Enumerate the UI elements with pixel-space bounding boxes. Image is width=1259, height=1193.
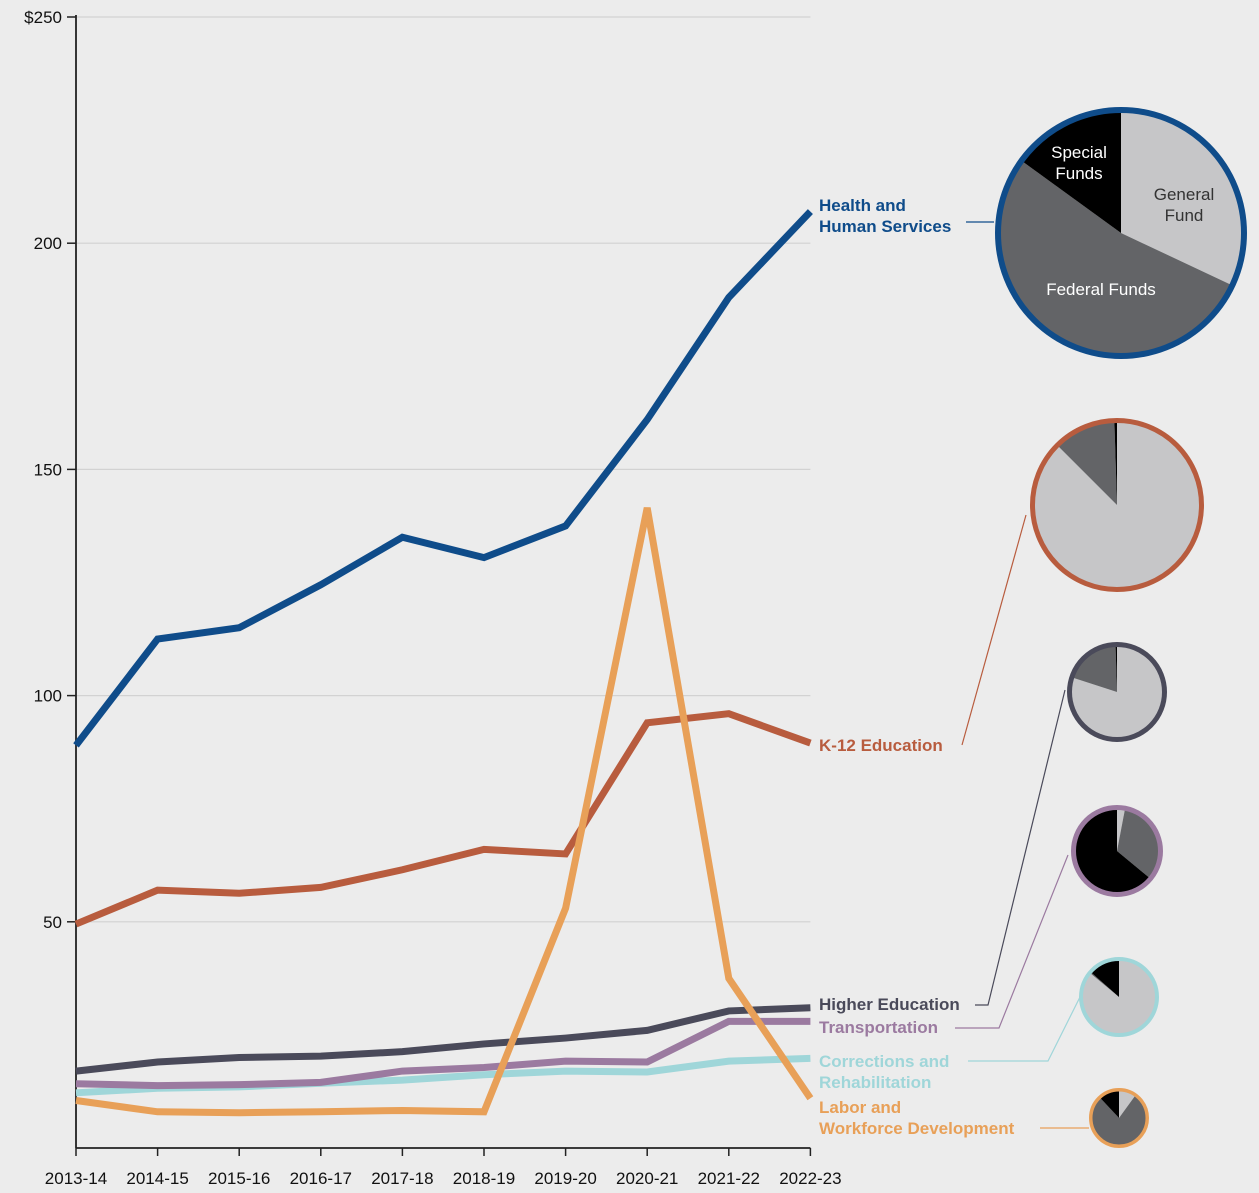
- series-label-3: Transportation: [819, 1018, 938, 1037]
- series-line-0: [73, 209, 813, 748]
- series-label-line: Rehabilitation: [819, 1073, 931, 1092]
- pie-border: [1079, 957, 1159, 1037]
- pie-0: Special Funds General Fund Federal Funds: [995, 107, 1247, 359]
- pie-border: [1067, 642, 1167, 742]
- pie-slice-general-fund: [1080, 959, 1157, 1035]
- series-label-1: K-12 Education: [819, 736, 943, 755]
- series-label-line: Human Services: [819, 217, 951, 236]
- x-tick-label: 2013-14: [45, 1169, 107, 1188]
- series-line-5: [75, 507, 814, 1117]
- x-tick-label: 2019-20: [534, 1169, 596, 1188]
- y-axis-ticks: $250 200 150 100 50: [24, 8, 62, 932]
- pie-label-line: Federal Funds: [1046, 280, 1156, 299]
- x-tick-label: 2017-18: [371, 1169, 433, 1188]
- pie-3: [1071, 805, 1163, 897]
- pie-label-special-funds: Special Funds: [1051, 143, 1107, 183]
- fund-pies: Special Funds General Fund Federal Funds: [995, 107, 1247, 1148]
- x-tick-label: 2015-16: [208, 1169, 270, 1188]
- series-labels: Health and Human Services K-12 Education Hi…: [819, 196, 1015, 1138]
- series-line-3: [75, 1017, 811, 1090]
- series-label-line: Higher Education: [819, 995, 960, 1014]
- pie-label-federal-funds: Federal Funds: [1046, 280, 1156, 299]
- series-label-4: Corrections and Rehabilitation: [819, 1052, 949, 1092]
- pie-label-line: Funds: [1055, 164, 1102, 183]
- pie-border: [1030, 418, 1204, 592]
- leader-line-3: [955, 854, 1069, 1029]
- series-lines: [73, 209, 814, 1117]
- pie-slice-federal-funds: [1090, 1095, 1148, 1147]
- series-line-2: [75, 1004, 811, 1075]
- y-tick-label: 150: [34, 460, 62, 479]
- leader-line-1: [961, 514, 1027, 746]
- pie-slice-special-funds: [1090, 959, 1119, 997]
- gridlines: [67, 16, 811, 923]
- pie-label-line: General: [1154, 185, 1214, 204]
- pie-slice-federal-funds: [1089, 971, 1119, 997]
- leader-line-4: [968, 996, 1081, 1062]
- pie-1: [1030, 418, 1204, 592]
- series-label-line: Corrections and: [819, 1052, 949, 1071]
- pie-label-line: Fund: [1165, 206, 1204, 225]
- x-tick-label: 2022-23: [779, 1169, 841, 1188]
- pie-slice-special-funds: [1021, 110, 1121, 233]
- pie-slice-general-fund: [1119, 1089, 1136, 1118]
- pie-border: [1089, 1088, 1149, 1148]
- series-label-0: Health and Human Services: [819, 196, 951, 236]
- y-tick-label: $250: [24, 8, 62, 27]
- pie-border: [1071, 805, 1163, 897]
- series-line-1: [74, 710, 812, 928]
- series-label-line: K-12 Education: [819, 736, 943, 755]
- pie-slice-special-funds: [1114, 420, 1117, 505]
- pie-5: [1089, 1088, 1149, 1148]
- series-label-2: Higher Education: [819, 995, 960, 1014]
- pie-label-line: Special: [1051, 143, 1107, 162]
- series-label-5: Labor and Workforce Development: [819, 1098, 1015, 1138]
- series-label-line: Transportation: [819, 1018, 938, 1037]
- series-label-line: Health and: [819, 196, 906, 215]
- pie-slice-general-fund: [1117, 807, 1126, 851]
- series-label-line: Workforce Development: [819, 1119, 1015, 1138]
- pie-slice-federal-funds: [997, 160, 1233, 357]
- pie-slice-federal-funds: [1071, 644, 1117, 692]
- leader-lines: [955, 221, 1089, 1129]
- y-tick-label: 200: [34, 234, 62, 253]
- pie-slice-special-funds: [1099, 1089, 1119, 1118]
- y-tick-label: 50: [43, 913, 62, 932]
- y-tick-label: 100: [34, 687, 62, 706]
- pie-slice-special-funds: [1073, 807, 1151, 895]
- leader-line-2: [975, 689, 1066, 1006]
- series-label-line: Labor and: [819, 1098, 901, 1117]
- pie-slice-special-funds: [1115, 644, 1117, 692]
- x-tick-label: 2020-21: [616, 1169, 678, 1188]
- pie-4: [1079, 957, 1159, 1037]
- x-tick-label: 2021-22: [698, 1169, 760, 1188]
- x-axis-ticks: 2013-14 2014-15 2015-16 2016-17 2017-18 2018-…: [45, 1148, 842, 1188]
- x-tick-label: 2014-15: [126, 1169, 188, 1188]
- x-tick-label: 2018-19: [453, 1169, 515, 1188]
- pie-2: [1067, 642, 1167, 742]
- pie-label-general-fund: General Fund: [1154, 185, 1214, 225]
- pie-slice-federal-funds: [1057, 420, 1117, 505]
- x-tick-label: 2016-17: [290, 1169, 352, 1188]
- pie-border: [995, 107, 1247, 359]
